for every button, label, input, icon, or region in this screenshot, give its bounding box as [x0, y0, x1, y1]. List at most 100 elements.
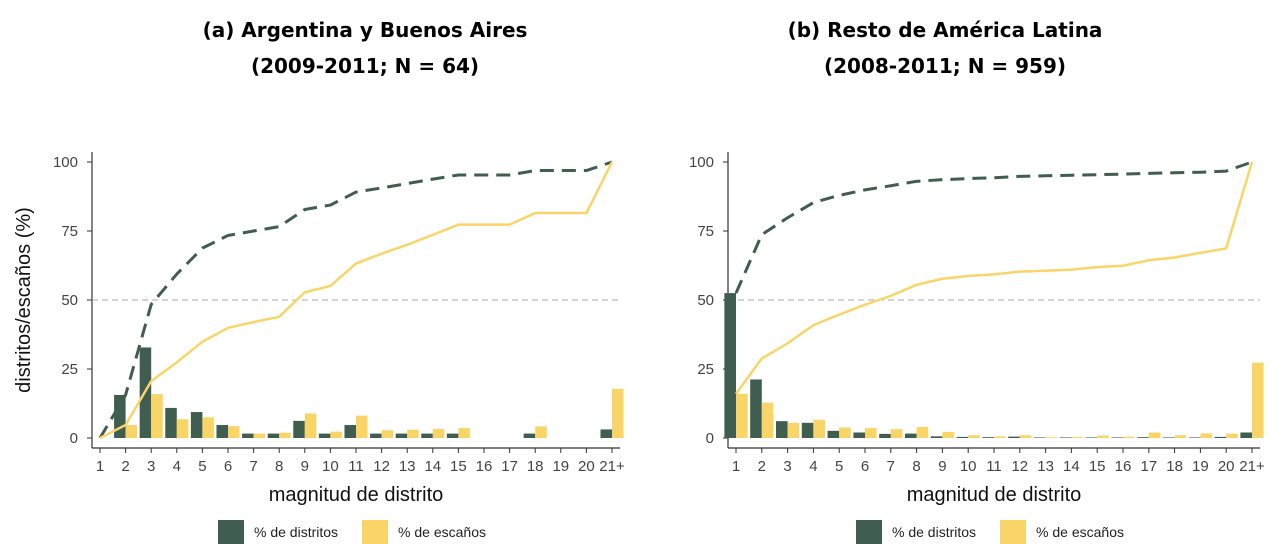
chart-a-bar-escanos [381, 430, 394, 438]
chart-b-bar-escanos [813, 419, 826, 438]
chart-b-bar-escanos [1045, 437, 1058, 438]
legend-escanos-label: % de escaños [1036, 524, 1124, 540]
chart-b-bar-escanos [839, 427, 851, 438]
chart-b-title: (b) Resto de América Latina [787, 18, 1103, 42]
chart-a-bar-escanos [612, 388, 624, 438]
chart-b-y-tick-label: 50 [697, 292, 714, 309]
chart-b-x-tick-label: 19 [1192, 458, 1209, 475]
chart-a-x-tick-label: 9 [301, 458, 309, 475]
chart-a-y-tick-label: 0 [70, 430, 78, 447]
chart-b-bar-escanos [1097, 435, 1109, 438]
chart-a-bar-escanos [253, 433, 266, 438]
chart-b-bar-distritos [827, 430, 840, 438]
chart-b-bar-distritos [1085, 437, 1098, 438]
chart-b-bar-escanos [761, 402, 774, 438]
chart-b-bar-escanos [1226, 433, 1238, 438]
chart-b-x-axis-title: magnitud de distrito [907, 484, 1082, 506]
legend-distritos-label: % de distritos [892, 524, 977, 540]
legend-distritos-label: % de distritos [254, 524, 339, 540]
chart-b-x-tick-label: 17 [1140, 458, 1157, 475]
chart-b-x-tick-label: 16 [1115, 458, 1132, 475]
chart-b-bar-distritos [1008, 436, 1020, 438]
chart-a-y-tick-label: 25 [61, 361, 78, 378]
chart-a-bar-escanos [125, 425, 138, 438]
chart-a-bar-distritos [600, 429, 612, 438]
chart-b-bar-escanos [890, 429, 903, 438]
chart-b-bar-escanos [1071, 436, 1084, 438]
chart-b-legend: % de distritos % de escaños [856, 520, 1148, 544]
chart-a-x-tick-label: 3 [147, 458, 155, 475]
chart-b-bar-distritos [1059, 437, 1072, 438]
chart-b-line-distritos-acumulado [734, 160, 1253, 294]
legend-distritos-swatch [856, 520, 882, 544]
chart-b-bar-distritos [750, 379, 762, 438]
chart-b-x-tick-label: 3 [783, 458, 791, 475]
chart-b-x-tick-label: 5 [835, 458, 843, 475]
legend-escanos-label: % de escaños [398, 524, 486, 540]
chart-a-x-tick-label: 13 [399, 458, 416, 475]
chart-a-x-tick-label: 8 [275, 458, 283, 475]
chart-a-title: (a) Argentina y Buenos Aires [202, 18, 528, 42]
chart-b-bar-escanos [865, 428, 877, 438]
chart-b-title-block: (b) Resto de América Latina (2008-2011; … [720, 12, 1170, 84]
chart-a-bar-escanos [151, 394, 163, 438]
chart-b-x-tick-label: 12 [1011, 458, 1028, 475]
chart-b-subtitle: (2008-2011; N = 959) [823, 54, 1067, 78]
chart-b-bar-distritos [724, 293, 736, 438]
legend-escanos-swatch [362, 520, 389, 544]
chart-b-x-tick-label: 1 [732, 458, 740, 475]
chart-b-x-tick-label: 7 [887, 458, 895, 475]
legend-escanos-swatch [1000, 520, 1027, 544]
chart-b-bar-escanos [1019, 435, 1032, 438]
chart-a-x-tick-label: 10 [322, 458, 339, 475]
chart-a-bar-escanos [228, 426, 240, 438]
chart-b-bar-distritos [1162, 437, 1175, 438]
chart-b-bar-escanos [1252, 362, 1264, 438]
chart-b-x-tick-label: 8 [912, 458, 920, 475]
chart-a-x-tick-label: 21+ [599, 458, 625, 475]
chart-a-x-tick-label: 19 [552, 458, 569, 475]
chart-a-bar-distritos [370, 433, 382, 438]
chart-b-x-tick-label: 21+ [1239, 458, 1265, 475]
chart-b-bar-distritos [1240, 432, 1252, 438]
chart-b-bar-escanos [942, 431, 955, 438]
chart-a-bar-distritos [216, 425, 228, 438]
chart-a-x-tick-label: 14 [424, 458, 441, 475]
chart-a-legend: % de distritos % de escaños [218, 520, 510, 544]
chart-b-bar-distritos [879, 433, 891, 438]
chart-b-bar-distritos [1033, 437, 1046, 438]
chart-a-bar-distritos [446, 433, 459, 438]
chart-a-x-tick-label: 7 [249, 458, 257, 475]
chart-a-bar-distritos [523, 433, 536, 438]
chart-a-x-tick-label: 6 [224, 458, 232, 475]
chart-b-bar-distritos [801, 422, 814, 438]
chart-a-bar-escanos [304, 413, 317, 438]
chart-b-bar-escanos [916, 426, 929, 438]
chart-b-x-tick-label: 9 [938, 458, 946, 475]
chart-b-bar-escanos [1200, 433, 1213, 438]
chart-a-bar-distritos [242, 433, 254, 438]
chart-b-y-tick-label: 25 [697, 361, 714, 378]
chart-b-bar-distritos [775, 421, 788, 438]
chart-b-y-tick-label: 75 [697, 223, 714, 240]
chart-a-x-tick-label: 15 [450, 458, 467, 475]
chart-b-x-tick-label: 13 [1037, 458, 1054, 475]
chart-a-bar-distritos [421, 433, 433, 438]
chart-b-x-tick-label: 11 [986, 458, 1002, 475]
chart-b-x-tick-label: 4 [809, 458, 817, 475]
chart-a-y-tick-label: 100 [53, 154, 78, 171]
chart-a-subtitle: (2009-2011; N = 64) [250, 54, 480, 78]
chart-a-bar-distritos [190, 412, 203, 438]
chart-b-x-tick-label: 10 [960, 458, 977, 475]
chart-a-x-tick-label: 18 [527, 458, 544, 475]
chart-b-x-tick-label: 18 [1166, 458, 1183, 475]
chart-b-bar-escanos [1148, 432, 1161, 438]
chart-a-bar-escanos [356, 415, 368, 438]
chart-b-bar-escanos [968, 435, 980, 438]
chart-b-bar-distritos [982, 437, 994, 438]
chart-a-x-tick-label: 5 [198, 458, 206, 475]
chart-a-bar-distritos [344, 425, 356, 438]
chart-a-x-tick-label: 16 [476, 458, 493, 475]
chart-a-line-distritos-acumulado [98, 160, 613, 439]
